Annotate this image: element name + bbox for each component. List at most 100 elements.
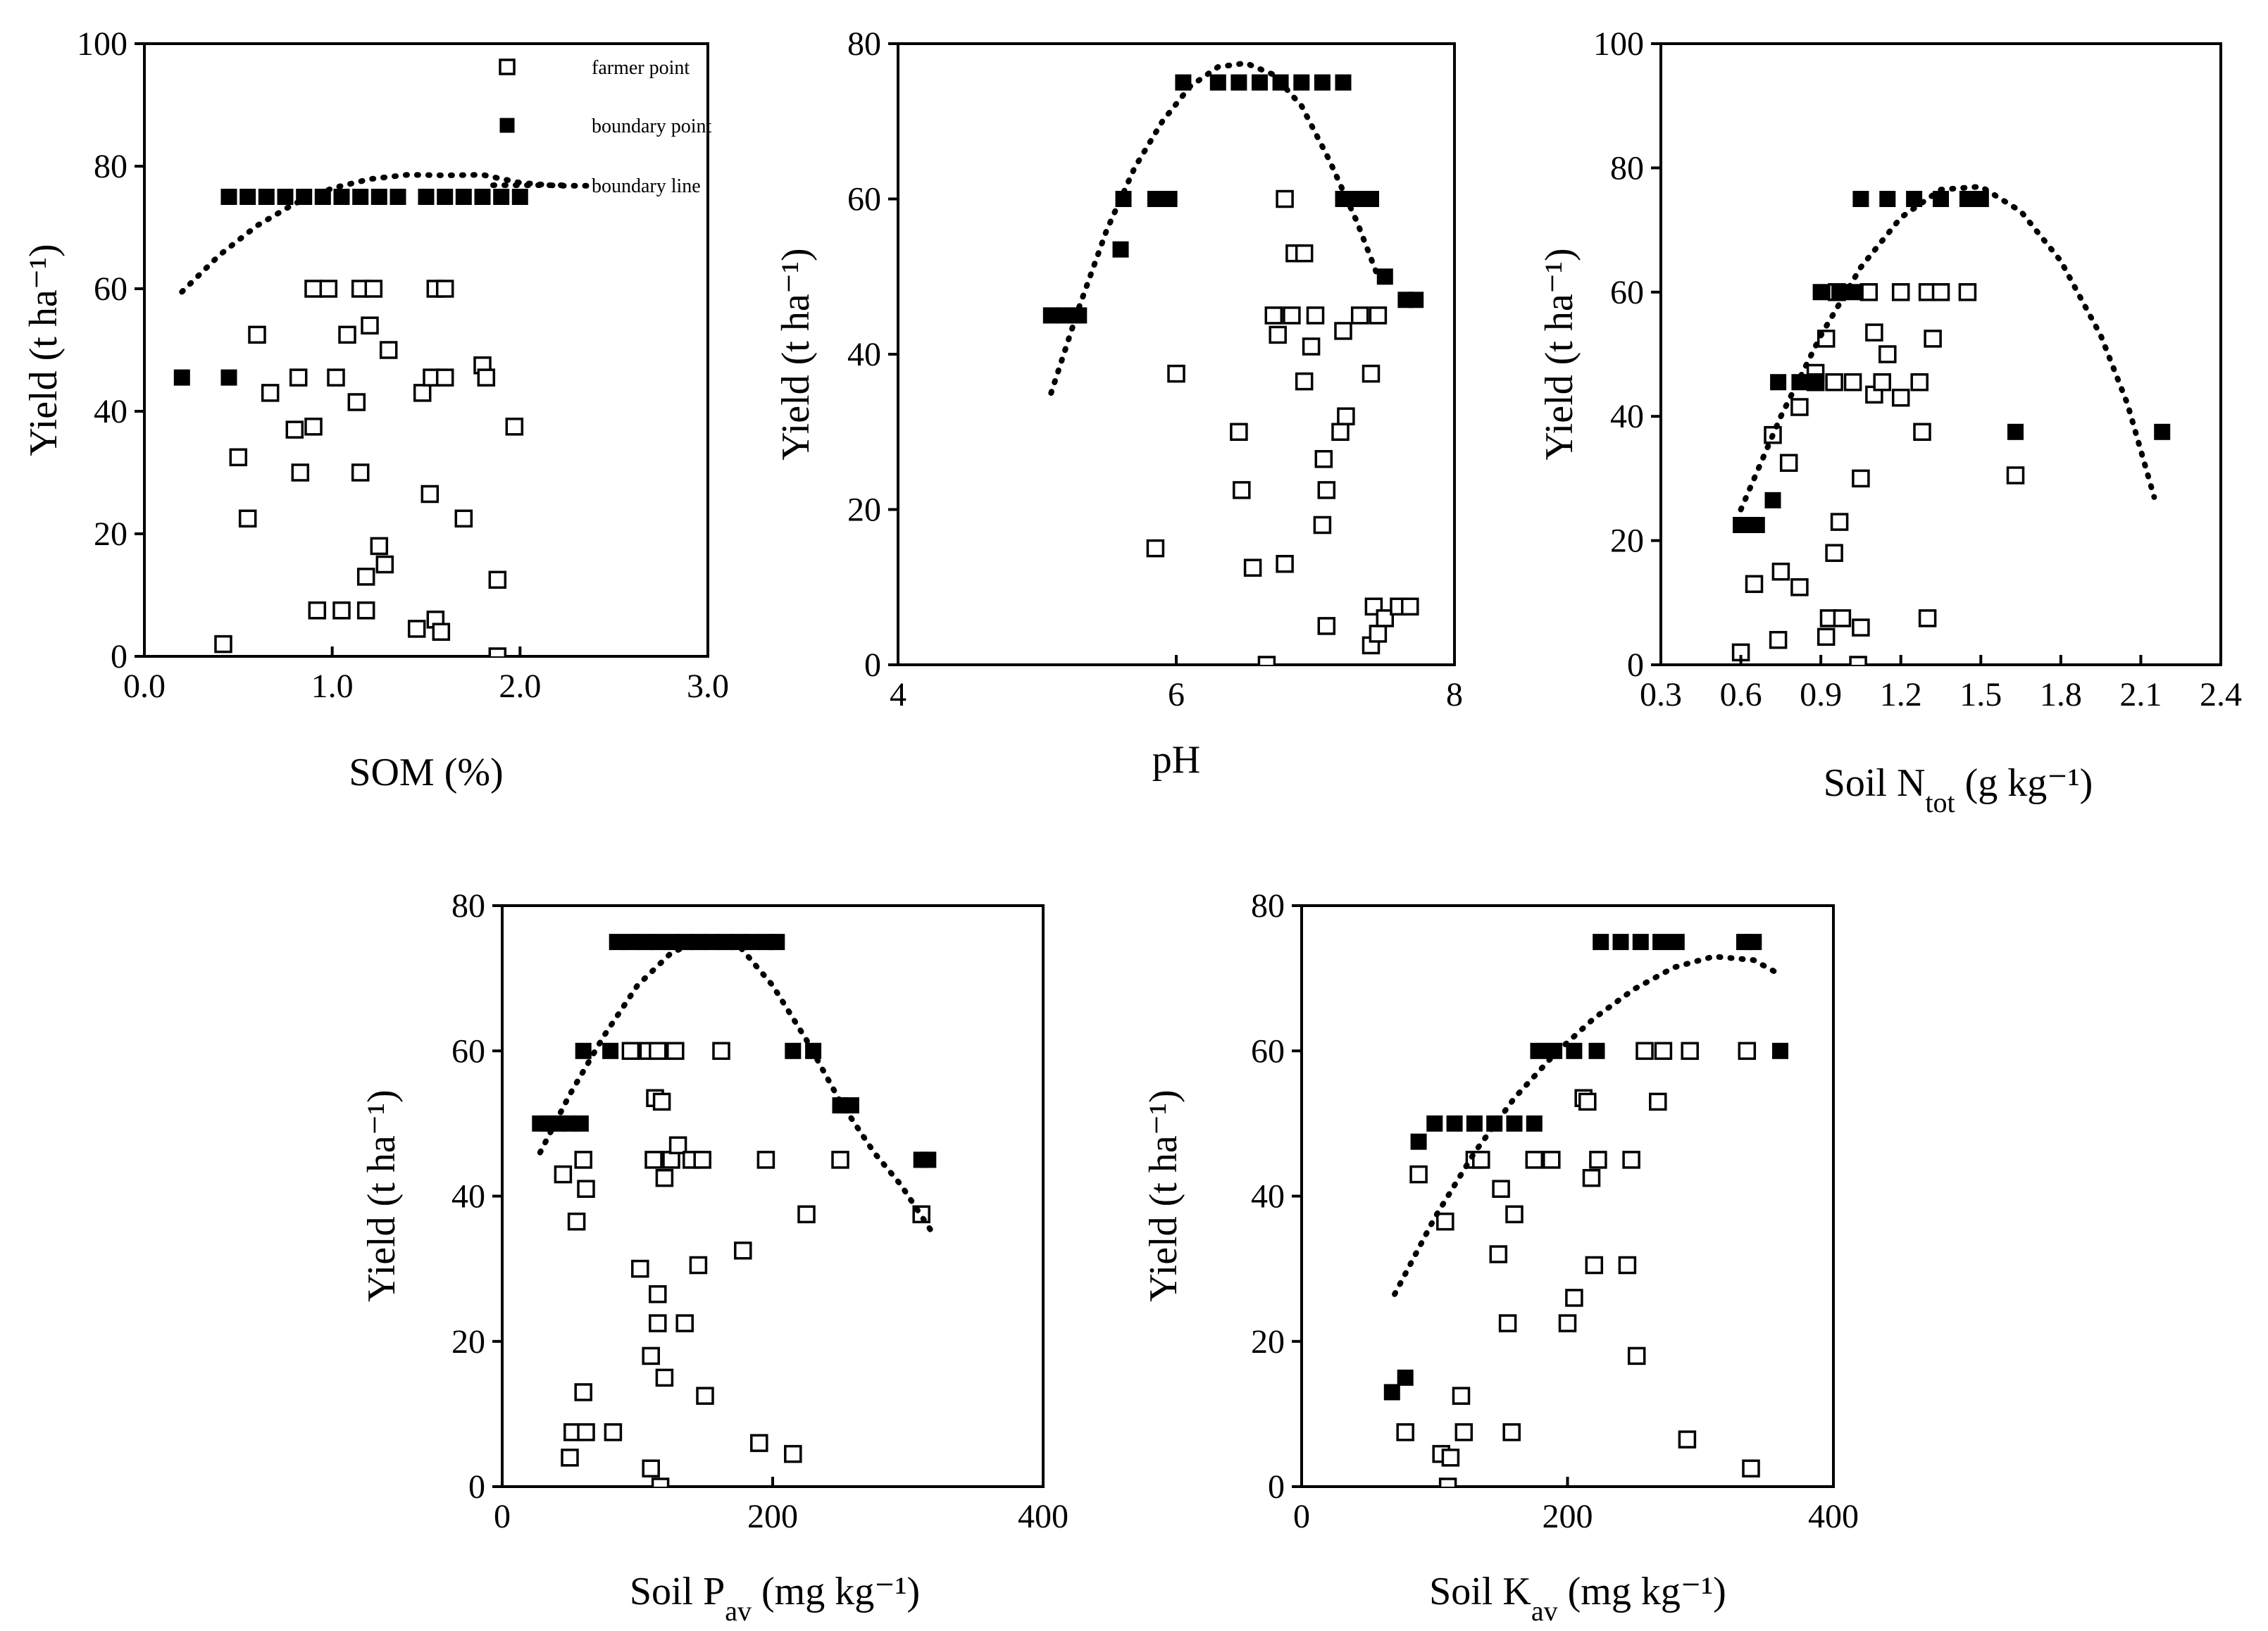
boundary-point [1588, 1042, 1605, 1059]
farmer-point [1681, 1042, 1699, 1061]
boundary-point [1972, 191, 1989, 207]
y-tick-label: 80 [1251, 887, 1285, 925]
farmer-point [1543, 1151, 1561, 1169]
x-tick-label: 8 [1446, 676, 1463, 713]
farmer-point [1167, 364, 1185, 383]
farmer-point [2006, 466, 2025, 485]
farmer-point [652, 1092, 671, 1111]
boundary-point [220, 369, 237, 386]
farmer-point [1525, 1151, 1544, 1169]
legend-label-boundary-line: boundary line [592, 175, 701, 197]
plot-frame [1659, 42, 2222, 666]
farmer-point [668, 1136, 687, 1155]
farmer-point [319, 280, 338, 298]
x-axis-label: Soil Kav (mg kg⁻¹) [1429, 1570, 1726, 1627]
boundary-point [277, 189, 294, 205]
y-tick-label: 0 [111, 638, 127, 675]
farmer-point [1769, 630, 1788, 649]
farmer-point [1589, 1151, 1607, 1169]
farmer-point [655, 1368, 674, 1387]
farmer-point [1654, 1042, 1673, 1061]
x-axis-label-main: SOM (%) [349, 751, 503, 794]
plot-frame [1300, 904, 1835, 1488]
plot-marks [1042, 60, 1424, 665]
y-tick-label: 100 [1593, 25, 1644, 63]
farmer-point [1362, 364, 1381, 383]
boundary-point [572, 1115, 589, 1132]
y-tick-label: 0 [468, 1468, 485, 1506]
y-tick-label: 20 [847, 492, 881, 529]
farmer-point [1738, 1042, 1757, 1061]
farmer-point [1269, 325, 1287, 344]
boundary-point [258, 189, 275, 205]
boundary-point [1230, 74, 1247, 91]
farmer-point [261, 384, 280, 402]
farmer-point [1913, 423, 1931, 442]
farmer-point [644, 1151, 663, 1169]
farmer-point [1891, 388, 1910, 407]
chart-panel-kav: 0 200 400 0 20 40 60 80 Yield (t ha⁻¹) Soil Kav… [1142, 887, 1859, 1627]
farmer-point [413, 384, 432, 402]
farmer-point [289, 368, 308, 387]
boundary-point [1546, 1042, 1563, 1059]
farmer-point [554, 1165, 573, 1184]
x-tick-label: 2.0 [499, 668, 541, 705]
boundary-point [2154, 423, 2171, 440]
boundary-point [1748, 517, 1765, 533]
farmer-point [621, 1042, 640, 1061]
farmer-point [347, 393, 366, 411]
x-tick-label: 0.0 [123, 668, 166, 705]
plot-marks [1383, 934, 1788, 1487]
x-tick-label: 400 [1018, 1498, 1068, 1535]
boundary-line [1392, 954, 1783, 1297]
farmer-point [1918, 609, 1937, 627]
y-tick-label: 80 [94, 148, 127, 185]
farmer-point [505, 418, 524, 436]
farmer-point [248, 325, 266, 344]
farmer-point [649, 1285, 667, 1304]
farmer-point [1314, 450, 1333, 468]
farmer-point [375, 555, 394, 574]
y-tick-label: 80 [1610, 149, 1644, 187]
farmer-point [561, 1449, 579, 1467]
farmer-point [1790, 578, 1809, 596]
y-tick-label: 60 [847, 181, 881, 218]
y-tick-label: 40 [1251, 1178, 1285, 1216]
boundary-point [1057, 307, 1073, 324]
farmer-point [379, 341, 398, 359]
boundary-point [370, 189, 387, 205]
farmer-point [1295, 372, 1314, 391]
farmer-point [574, 1151, 592, 1169]
boundary-line [1048, 60, 1381, 396]
farmer-point [327, 368, 345, 387]
farmer-point [370, 537, 389, 556]
boundary-point [785, 1042, 802, 1059]
farmer-point [1276, 554, 1294, 573]
farmer-point [432, 623, 451, 641]
farmer-point [1302, 337, 1321, 356]
farmer-point [338, 325, 356, 344]
boundary-point [1772, 1042, 1788, 1059]
y-tick-label: 0 [864, 646, 881, 684]
farmer-point [488, 647, 507, 656]
farmer-point [285, 420, 304, 439]
farmer-point [642, 1459, 660, 1477]
boundary-point [1410, 1133, 1427, 1150]
farmer-point [1489, 1245, 1508, 1263]
y-tick-label: 40 [847, 336, 881, 373]
boundary-point [1209, 74, 1226, 91]
farmer-point [1257, 656, 1276, 665]
boundary-point [1349, 191, 1366, 207]
farmer-point [1891, 283, 1910, 301]
farmer-point [1396, 1423, 1414, 1442]
boundary-point [1593, 934, 1609, 951]
farmer-point [577, 1423, 595, 1442]
farmer-point [1958, 283, 1977, 301]
farmer-point [1436, 1212, 1454, 1231]
boundary-point [239, 189, 256, 205]
farmer-point [332, 601, 351, 620]
axes: 0.0 1.0 2.0 3.0 0 20 40 60 80 100 [77, 25, 729, 705]
farmer-point [214, 635, 232, 654]
farmer-point [1873, 373, 1891, 392]
